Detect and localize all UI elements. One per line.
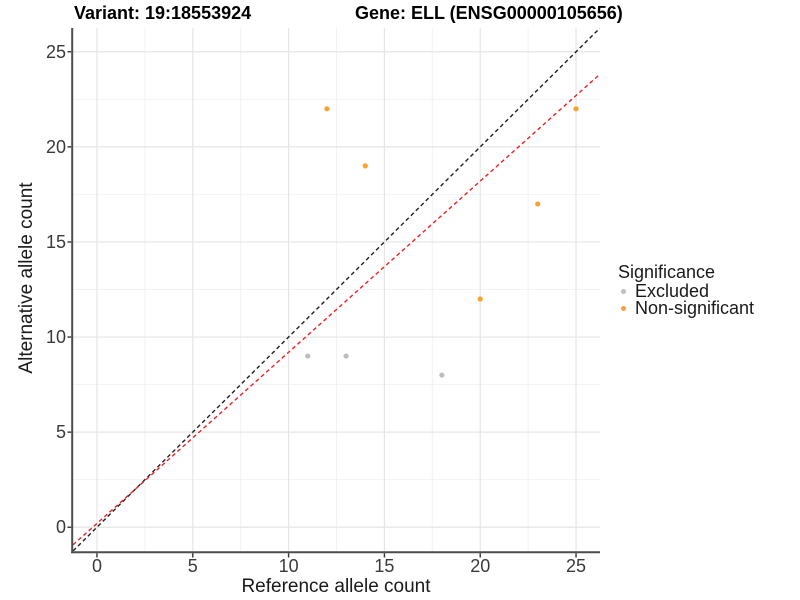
gridlines-minor [73, 28, 600, 551]
x-tick-label: 5 [188, 556, 198, 576]
identity-line [73, 28, 600, 551]
data-point-excluded [305, 353, 311, 359]
y-tick-label: 25 [46, 42, 66, 62]
data-point-non-significant [535, 201, 541, 207]
data-points [305, 106, 579, 378]
variant-title: Variant: 19:18553924 [74, 3, 252, 23]
legend-label-excluded: Excluded [635, 281, 710, 301]
data-point-excluded [343, 353, 349, 359]
non-significant-swatch-icon [621, 306, 626, 311]
data-point-non-significant [573, 106, 579, 112]
excluded-swatch-icon [621, 289, 626, 294]
y-tick-label: 5 [56, 422, 66, 442]
y-axis-title: Alternative allele count [16, 182, 37, 374]
y-tick-label: 20 [46, 137, 66, 157]
x-axis-title: Reference allele count [241, 576, 431, 597]
x-tick-label: 20 [470, 556, 490, 576]
data-point-non-significant [477, 296, 483, 302]
x-tick-label: 15 [374, 556, 394, 576]
gene-title: Gene: ELL (ENSG00000105656) [355, 3, 623, 23]
x-tick-labels: 0 5 10 15 20 25 [92, 556, 586, 576]
y-tick-label: 0 [56, 517, 66, 537]
axis-lines [71, 28, 600, 554]
reference-lines [73, 28, 600, 551]
y-tick-label: 15 [46, 232, 66, 252]
x-tick-label: 25 [566, 556, 586, 576]
tick-marks [67, 51, 577, 558]
data-point-non-significant [324, 106, 330, 112]
x-tick-label: 0 [92, 556, 102, 576]
gridlines-major [73, 28, 600, 551]
y-tick-labels: 0 5 10 15 20 25 [46, 42, 66, 537]
y-tick-label: 10 [46, 327, 66, 347]
data-point-excluded [439, 372, 445, 378]
legend-item-excluded: Excluded [618, 281, 754, 301]
data-point-non-significant [362, 163, 368, 169]
legend-item-non-significant: Non-significant [618, 298, 755, 318]
fitted-ratio-line [73, 73, 600, 546]
legend-title: Significance [618, 262, 716, 282]
legend: Significance Excluded Non-significant [618, 262, 754, 317]
x-tick-label: 10 [279, 556, 299, 576]
legend-label-non-significant: Non-significant [635, 298, 755, 318]
